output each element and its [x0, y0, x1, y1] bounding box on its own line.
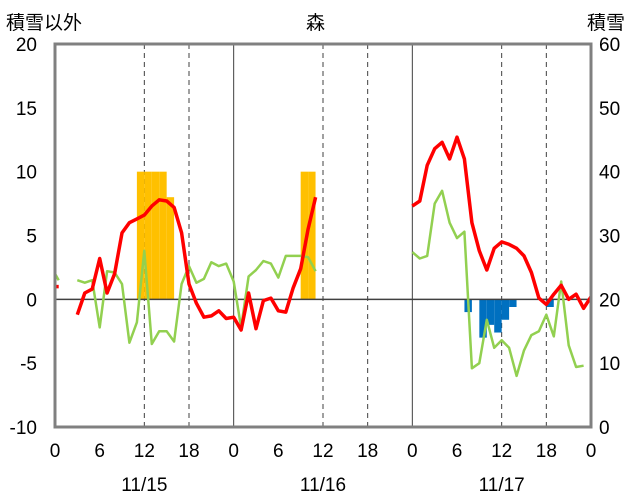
- left-tick-label: -5: [20, 354, 37, 375]
- series-green-line: [411, 189, 584, 378]
- date-label: 11/15: [121, 475, 167, 496]
- date-label: 11/17: [479, 475, 525, 496]
- x-tick-label: 6: [94, 441, 105, 462]
- left-tick-label: 0: [26, 290, 37, 311]
- left-tick-label: 20: [16, 35, 37, 56]
- bar-blue: [494, 299, 502, 333]
- x-tick-label: 12: [491, 441, 512, 462]
- right-tick-label: 60: [599, 35, 620, 56]
- bar-blue: [509, 299, 517, 307]
- bar-orange: [300, 171, 309, 300]
- x-tick-label: 6: [273, 441, 284, 462]
- right-axis-label: 積雪: [587, 13, 626, 34]
- left-tick-label: 15: [16, 99, 37, 120]
- left-axis-label: 積雪以外: [6, 13, 83, 34]
- x-tick-label: 6: [452, 441, 463, 462]
- bar-blue: [486, 299, 495, 325]
- x-tick-label: 0: [407, 441, 418, 462]
- left-tick-label: 5: [26, 227, 37, 248]
- right-tick-label: 10: [599, 354, 620, 375]
- bar-blue: [501, 299, 510, 320]
- x-tick-label: 18: [178, 441, 199, 462]
- bar-blue: [546, 299, 554, 307]
- right-tick-label: 50: [599, 99, 620, 120]
- x-tick-label: 18: [536, 441, 557, 462]
- left-tick-label: -10: [10, 418, 37, 439]
- right-tick-label: 30: [599, 227, 620, 248]
- bar-orange: [144, 171, 152, 300]
- x-tick-label: 12: [134, 441, 155, 462]
- series-green-line: [76, 249, 317, 346]
- date-label: 11/16: [300, 475, 346, 496]
- x-tick-label: 0: [228, 441, 239, 462]
- bar-orange: [136, 171, 145, 300]
- bar-orange: [308, 171, 316, 300]
- x-tick-label: 0: [50, 441, 61, 462]
- chart-title: 森: [306, 13, 326, 34]
- bar-orange: [166, 197, 175, 300]
- x-tick-label: 18: [357, 441, 378, 462]
- series-red-line: [75, 196, 318, 332]
- x-tick-label: 12: [312, 441, 333, 462]
- x-tick-label: 0: [586, 441, 597, 462]
- right-tick-label: 40: [599, 163, 620, 184]
- bar-orange: [151, 171, 160, 300]
- right-tick-label: 0: [599, 418, 610, 439]
- right-tick-label: 20: [599, 290, 620, 311]
- series-red-line: [411, 135, 593, 311]
- bar-orange: [159, 171, 167, 300]
- left-tick-label: 10: [16, 163, 37, 184]
- bar-blue: [479, 299, 487, 338]
- plot-frame: [53, 42, 593, 429]
